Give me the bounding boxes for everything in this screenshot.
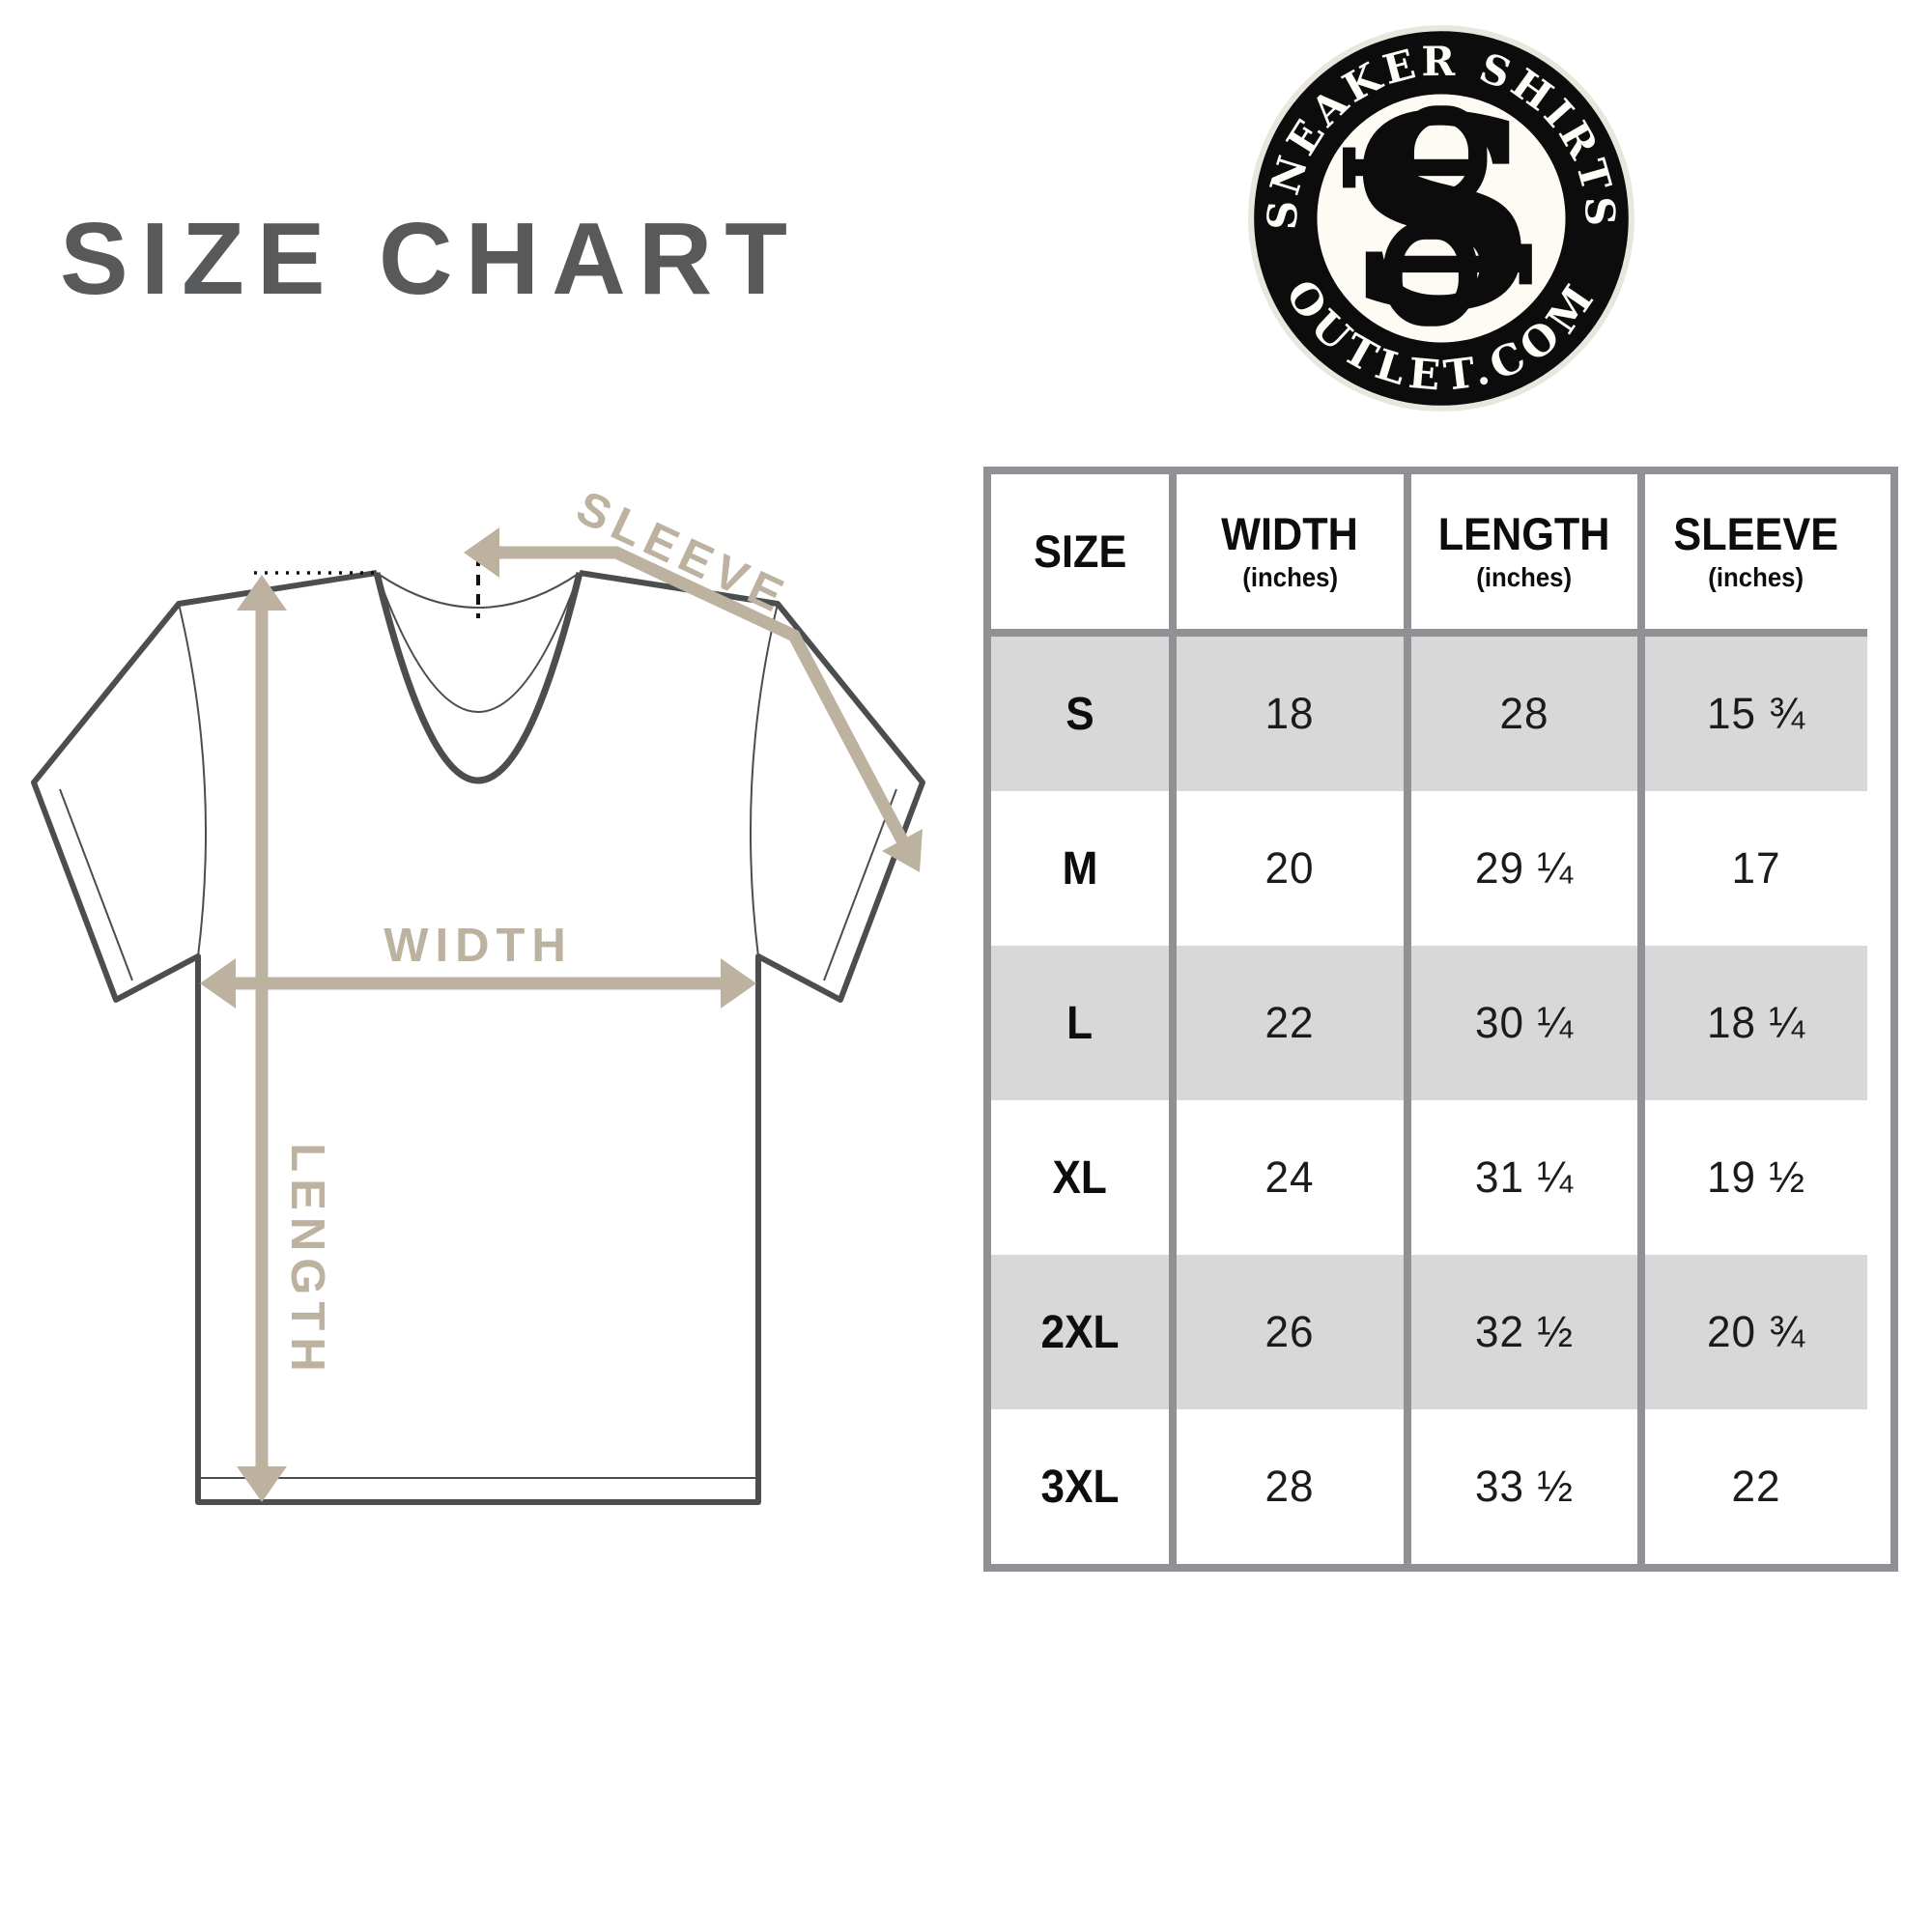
width-cell-L: 22 bbox=[1177, 946, 1411, 1100]
size-cell-XL: XL bbox=[991, 1100, 1177, 1255]
left-sleeve-hem-line bbox=[59, 788, 133, 981]
size-cell-M: M bbox=[991, 791, 1177, 946]
size-cell-2XL: 2XL bbox=[991, 1255, 1177, 1409]
right-sleeve-hem-line bbox=[823, 788, 897, 981]
sleeve-cell-S: 15 ¾ bbox=[1645, 637, 1867, 791]
collar-band-line bbox=[376, 572, 581, 713]
size-cell-L: L bbox=[991, 946, 1177, 1100]
back-collar-line bbox=[376, 572, 581, 609]
logo-ss-monogram-icon: S bbox=[1343, 57, 1537, 370]
header-size: SIZE bbox=[991, 474, 1177, 637]
length-cell-XL: 31 ¼ bbox=[1411, 1100, 1645, 1255]
right-sleeve-seam-line bbox=[749, 603, 779, 957]
sleeve-cell-2XL: 20 ¾ bbox=[1645, 1255, 1867, 1409]
length-cell-S: 28 bbox=[1411, 637, 1645, 791]
width-arrow bbox=[200, 958, 756, 1009]
length-cell-3XL: 33 ½ bbox=[1411, 1409, 1645, 1564]
sleeve-cell-XL: 19 ½ bbox=[1645, 1100, 1867, 1255]
logo-inner-circle bbox=[1317, 94, 1566, 343]
length-cell-L: 30 ¼ bbox=[1411, 946, 1645, 1100]
sleeve-cell-M: 17 bbox=[1645, 791, 1867, 946]
width-cell-M: 20 bbox=[1177, 791, 1411, 946]
header-length: LENGTH (inches) bbox=[1411, 474, 1645, 637]
length-label: LENGTH bbox=[281, 1143, 333, 1378]
tshirt-diagram: LENGTH WIDTH SLEEVE bbox=[31, 481, 925, 1505]
width-label: WIDTH bbox=[384, 920, 573, 972]
size-cell-S: S bbox=[991, 637, 1177, 791]
brand-logo: SNEAKER SHIRTS OUTLET.COM S bbox=[1248, 25, 1634, 412]
width-cell-S: 18 bbox=[1177, 637, 1411, 791]
header-width: WIDTH (inches) bbox=[1177, 474, 1411, 637]
width-cell-XL: 24 bbox=[1177, 1100, 1411, 1255]
size-table: SIZE WIDTH (inches) LENGTH (inches) SLEE… bbox=[983, 467, 1898, 1572]
page-title: SIZE CHART bbox=[60, 202, 800, 316]
length-cell-2XL: 32 ½ bbox=[1411, 1255, 1645, 1409]
width-cell-2XL: 26 bbox=[1177, 1255, 1411, 1409]
sleeve-cell-L: 18 ¼ bbox=[1645, 946, 1867, 1100]
length-arrow bbox=[237, 575, 287, 1502]
sleeve-arrow bbox=[464, 527, 923, 872]
width-cell-3XL: 28 bbox=[1177, 1409, 1411, 1564]
length-cell-M: 29 ¼ bbox=[1411, 791, 1645, 946]
header-sleeve: SLEEVE (inches) bbox=[1645, 474, 1867, 637]
svg-text:S: S bbox=[1346, 57, 1538, 370]
neckline bbox=[373, 572, 583, 784]
sleeve-cell-3XL: 22 bbox=[1645, 1409, 1867, 1564]
left-sleeve-seam-line bbox=[178, 603, 208, 957]
size-cell-3XL: 3XL bbox=[991, 1409, 1177, 1564]
